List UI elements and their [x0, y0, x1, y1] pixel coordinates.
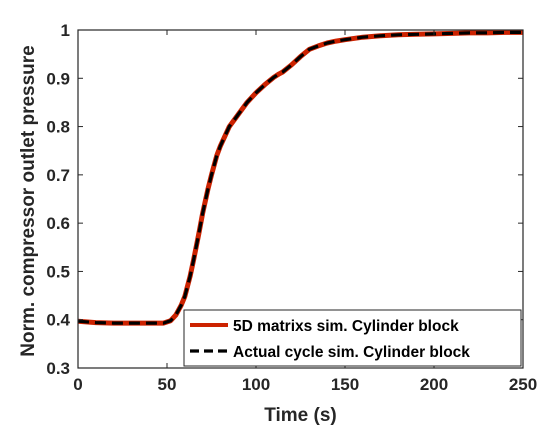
x-tick-label: 0 [73, 375, 82, 394]
y-tick-label: 0.7 [46, 166, 70, 185]
x-tick-label: 150 [331, 375, 359, 394]
x-tick-label: 200 [420, 375, 448, 394]
y-tick-label: 1 [61, 21, 70, 40]
y-tick-label: 0.8 [46, 118, 70, 137]
axes-frame [77, 29, 524, 369]
x-tick-label: 50 [158, 375, 177, 394]
y-tick-label: 0.3 [46, 359, 70, 378]
legend-label-actual-cycle: Actual cycle sim. Cylinder block [233, 344, 470, 361]
x-tick-label: 100 [242, 375, 270, 394]
x-axis-label: Time (s) [264, 405, 337, 426]
x-tick-label: 250 [509, 375, 537, 394]
axes [77, 29, 524, 369]
tick-labels: 0 50 100 150 200 250 0.3 0.4 0.5 0.6 0.7 0.8 0.9 1 [46, 21, 537, 394]
series-line-actual-cycle [77, 30, 523, 325]
y-tick-label: 0.6 [46, 214, 70, 233]
legend-label-5d-matrix: 5D matrixs sim. Cylinder block [233, 318, 459, 335]
y-axis-label: Norm. compressor outlet pressure [18, 45, 39, 356]
y-tick-label: 0.4 [46, 311, 70, 330]
y-tick-label: 0.9 [46, 69, 70, 88]
y-tick-label: 0.5 [46, 262, 70, 281]
plot-area [77, 29, 523, 326]
legend: 5D matrixs sim. Cylinder block Actual cy… [183, 309, 522, 367]
legend-box [183, 309, 522, 367]
